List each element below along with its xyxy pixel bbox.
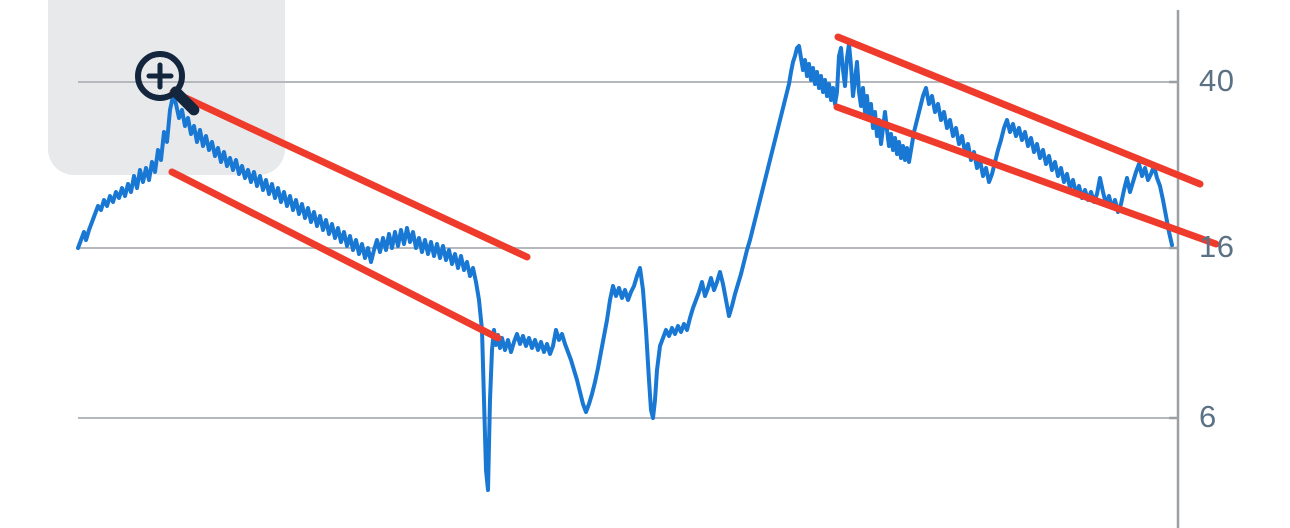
y-axis-label-6: 6 (1199, 399, 1217, 434)
y-axis-tickmark-group (1169, 80, 1178, 420)
trendline-group[interactable] (168, 33, 1220, 342)
y-axis-label-group: 40 16 6 (1199, 63, 1234, 434)
cursor-hover-highlight (48, 0, 285, 175)
gridline-group (78, 81, 1178, 419)
zoom-in-magnifier-icon[interactable] (135, 51, 200, 116)
magnifier-ring (135, 51, 185, 101)
descending-channel-left-lower[interactable] (168, 168, 502, 342)
y-axis-label-40: 40 (1199, 63, 1234, 98)
price-line-price[interactable] (76, 42, 1174, 492)
magnifier-handle (170, 86, 200, 116)
descending-channel-right-upper[interactable] (834, 33, 1204, 188)
descending-channel-left-upper[interactable] (169, 88, 531, 261)
descending-channel-right-lower[interactable] (833, 103, 1220, 248)
y-axis-label-16: 16 (1199, 229, 1234, 264)
price-series-group[interactable] (76, 42, 1174, 492)
